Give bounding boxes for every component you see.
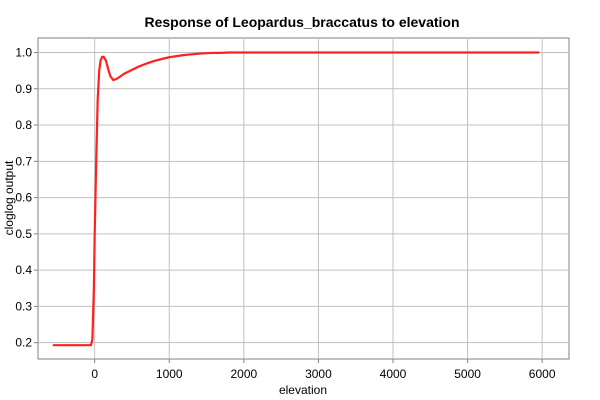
x-tick-label: 4000: [380, 367, 407, 381]
series-line: [52, 51, 540, 347]
x-axis-label: elevation: [279, 383, 327, 397]
x-tick-label: 2000: [230, 367, 257, 381]
y-tick-label: 1.0: [15, 46, 32, 60]
x-tick-label: 0: [91, 367, 98, 381]
x-axis-ticks: 0 1000 2000 3000 4000 5000 6000: [91, 359, 556, 381]
x-tick-label: 5000: [454, 367, 481, 381]
y-tick-label: 0.7: [15, 154, 32, 168]
x-tick-label: 3000: [305, 367, 332, 381]
y-tick-label: 0.5: [15, 227, 32, 241]
x-tick-label: 6000: [529, 367, 556, 381]
y-tick-label: 0.8: [15, 118, 32, 132]
series-group: [52, 51, 540, 347]
y-tick-label: 0.9: [15, 82, 32, 96]
y-axis-ticks: 0.2 0.3 0.4 0.5 0.6 0.7 0.8 0.9 1.0: [15, 46, 38, 350]
y-tick-label: 0.6: [15, 191, 32, 205]
y-axis-label: cloglog output: [2, 160, 16, 235]
grid: [38, 38, 569, 359]
y-tick-label: 0.4: [15, 263, 32, 277]
chart-title: Response of Leopardus_braccatus to eleva…: [144, 14, 459, 30]
y-tick-label: 0.3: [15, 299, 32, 313]
y-tick-label: 0.2: [15, 336, 32, 350]
plot-area: [37, 37, 570, 360]
x-tick-label: 1000: [156, 367, 183, 381]
